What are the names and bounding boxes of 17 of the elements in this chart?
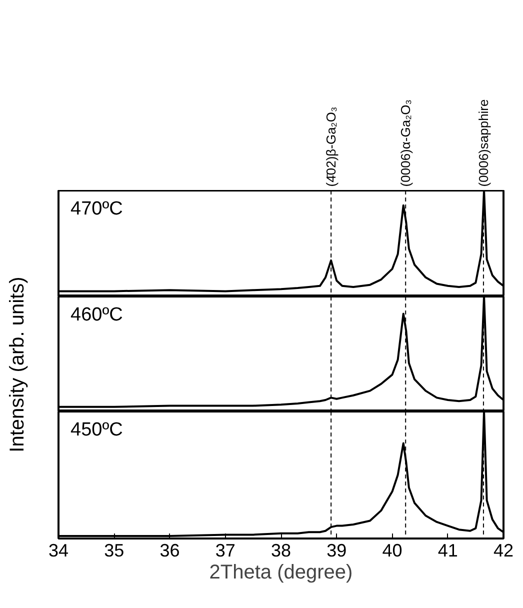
chart-title: 460ºC [70,304,123,326]
ref-line-label: (0006)sapphire [476,99,491,187]
x-tick-label: 42 [493,540,514,560]
ref-line-label: (0006)α-Ga₂O₃ [398,99,414,187]
chart-title: 470ºC [70,198,123,220]
x-tick-label: 39 [326,540,347,560]
x-tick-label: 35 [104,540,124,560]
x-tick-label: 38 [270,540,292,560]
x-axis-title: 2Theta (degree) [209,562,353,584]
x-tick-label: 41 [438,540,458,560]
ref-line-label: (4̄02)β-Ga₂O₃ [324,106,339,187]
x-tick-label: 40 [382,540,402,560]
x-tick-label: 36 [160,540,180,560]
x-tick-label: 34 [48,540,69,560]
chart-title: 450ºC [70,420,123,440]
x-tick-label: 37 [215,540,236,560]
y-axis-title: Intensity (arb. units) [6,276,28,452]
